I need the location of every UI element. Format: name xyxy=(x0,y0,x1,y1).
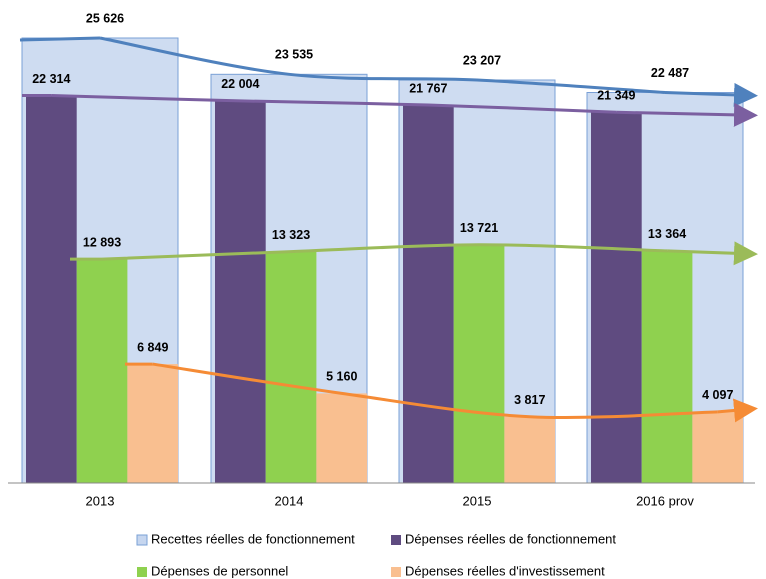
trend-arrow xyxy=(666,241,758,266)
value-label: 22 314 xyxy=(32,72,70,86)
bar xyxy=(591,112,642,483)
value-label: 13 364 xyxy=(648,227,686,241)
bar xyxy=(453,244,505,483)
x-tick-label: 2013 xyxy=(86,493,115,508)
legend-label: Recettes réelles de fonctionnement xyxy=(151,531,355,546)
value-label: 4 097 xyxy=(702,388,733,402)
value-label: 12 893 xyxy=(83,235,121,249)
bar xyxy=(504,416,556,483)
value-label: 23 207 xyxy=(463,53,501,67)
trend-arrow xyxy=(717,398,758,423)
trend-line xyxy=(101,243,668,261)
value-label: 22 487 xyxy=(651,66,689,80)
value-label: 23 535 xyxy=(275,48,313,62)
legend-swatch xyxy=(136,534,148,546)
trend-line xyxy=(152,362,718,419)
x-tick-label: 2015 xyxy=(463,493,492,508)
legend-label: Dépenses de personnel xyxy=(151,563,288,578)
bar xyxy=(403,105,454,484)
bar xyxy=(641,250,693,483)
legend-swatch xyxy=(391,567,401,577)
bar xyxy=(692,411,744,483)
value-label: 22 004 xyxy=(221,77,259,91)
value-label: 21 349 xyxy=(597,89,635,103)
bar xyxy=(76,259,128,483)
trend-line xyxy=(51,94,617,114)
legend-swatch xyxy=(391,535,401,545)
trend-start xyxy=(19,36,101,42)
value-label: 6 849 xyxy=(137,340,168,354)
legend-label: Dépenses réelles de fonctionnement xyxy=(405,531,616,546)
bar xyxy=(316,393,368,483)
value-label: 21 767 xyxy=(409,81,447,95)
bar xyxy=(127,364,179,483)
trend-line xyxy=(99,36,666,95)
bar xyxy=(265,251,317,483)
legend-label: Dépenses réelles d'investissement xyxy=(405,563,605,578)
x-tick-label: 2016 prov xyxy=(636,493,694,508)
value-label: 13 721 xyxy=(460,221,498,235)
value-label: 13 323 xyxy=(272,228,310,242)
value-label: 25 626 xyxy=(86,11,124,25)
bar xyxy=(215,100,266,483)
bar xyxy=(26,95,77,484)
value-label: 5 160 xyxy=(326,370,357,384)
value-label: 3 817 xyxy=(514,393,545,407)
trend-arrow xyxy=(616,102,758,127)
x-tick-label: 2014 xyxy=(275,493,304,508)
legend-swatch xyxy=(137,567,147,577)
trend-arrow xyxy=(664,82,758,107)
